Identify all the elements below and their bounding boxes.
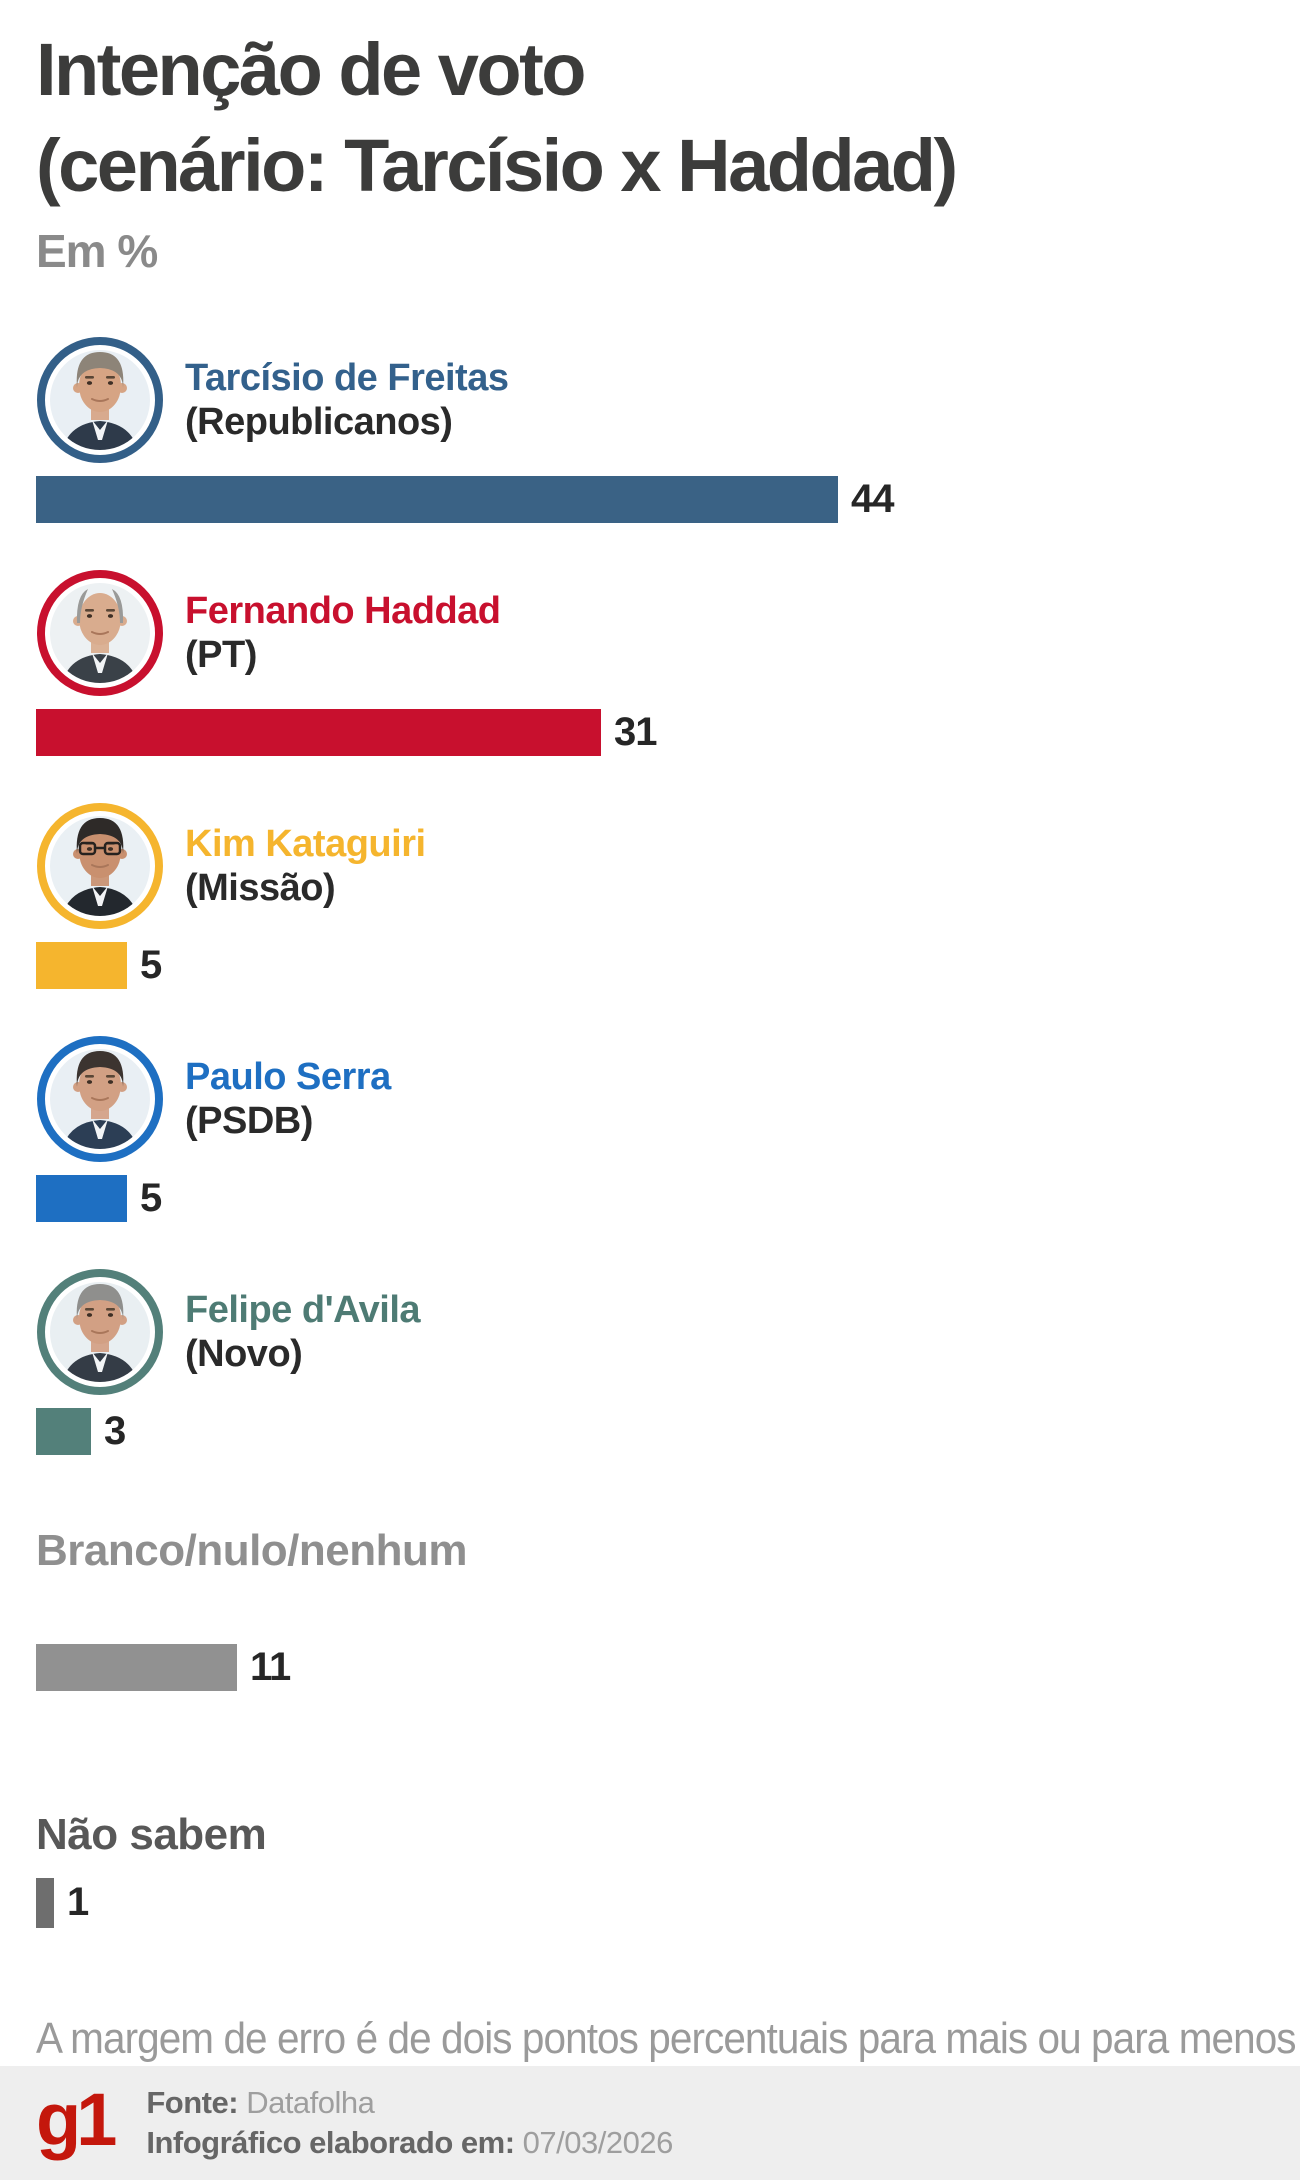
source-value: Datafolha <box>246 2084 375 2120</box>
candidate-photo <box>36 1268 164 1396</box>
bar-value: 5 <box>140 1176 162 1221</box>
candidate-party: (PSDB) <box>185 1100 313 1143</box>
candidate-party: (Novo) <box>185 1333 303 1376</box>
title-line-1: Intenção de voto <box>36 28 586 111</box>
bar-value: 44 <box>851 477 894 522</box>
bar-line: 31 <box>36 709 1300 757</box>
bar <box>36 1644 237 1692</box>
bar-chart: Tarcísio de Freitas (Republicanos) 44 <box>36 336 1300 1928</box>
bar <box>36 942 127 990</box>
title-line-2: (cenário: Tarcísio x Haddad) <box>36 124 958 208</box>
candidate-header: Felipe d'Avila (Novo) <box>36 1268 1300 1396</box>
bar-line: 1 <box>36 1877 1300 1928</box>
source-label: Fonte: <box>146 2084 239 2120</box>
bar <box>36 709 601 757</box>
bar <box>36 1175 127 1223</box>
candidate-party: (Missão) <box>185 867 336 910</box>
candidate-header: Paulo Serra (PSDB) <box>36 1035 1300 1163</box>
bar-value: 11 <box>250 1645 291 1690</box>
candidate-name: Felipe d'Avila <box>185 1288 421 1331</box>
chart-row: Fernando Haddad (PT) 31 <box>36 569 1300 757</box>
candidate-photo <box>36 1035 164 1163</box>
bar-value: 5 <box>140 943 162 988</box>
bar <box>36 476 838 524</box>
chart-row: Branco/nulo/nenhum 11 <box>36 1525 1300 1692</box>
chart-row: Paulo Serra (PSDB) 5 <box>36 1035 1300 1223</box>
bar-line: 5 <box>36 942 1300 990</box>
bar-line: 3 <box>36 1408 1300 1456</box>
g1-logo: g1 <box>36 2078 117 2161</box>
candidate-name: Kim Kataguiri <box>185 822 426 865</box>
candidate-photo <box>36 336 164 464</box>
chart-row: Felipe d'Avila (Novo) 3 <box>36 1268 1300 1456</box>
candidate-party: (PT) <box>185 634 257 677</box>
candidate-name: Tarcísio de Freitas <box>185 356 509 399</box>
bar-value: 1 <box>67 1880 89 1925</box>
category-label: Não sabem <box>36 1810 267 1860</box>
bar-value: 3 <box>104 1409 126 1454</box>
candidate-names: Tarcísio de Freitas (Republicanos) <box>185 356 509 446</box>
footer-band: g1 Fonte: Datafolha Infográfico elaborad… <box>0 2066 1300 2180</box>
candidate-photo <box>36 569 164 697</box>
candidate-names: Felipe d'Avila (Novo) <box>185 1288 421 1378</box>
candidate-names: Fernando Haddad (PT) <box>185 589 501 679</box>
bar-line: 5 <box>36 1175 1300 1223</box>
bar <box>36 1408 91 1456</box>
bar-line: 44 <box>36 476 1300 524</box>
category-label: Branco/nulo/nenhum <box>36 1526 468 1576</box>
margin-of-error-note: A margem de erro é de dois pontos percen… <box>36 2013 1297 2063</box>
chart-row: Não sabem 1 <box>36 1809 1300 1928</box>
chart-row: Kim Kataguiri (Missão) 5 <box>36 802 1300 990</box>
date-value: 07/03/2026 <box>522 2125 674 2160</box>
bar-value: 31 <box>614 710 657 755</box>
candidate-names: Paulo Serra (PSDB) <box>185 1055 391 1145</box>
bar-line: 11 <box>36 1644 1300 1692</box>
candidate-header: Kim Kataguiri (Missão) <box>36 802 1300 930</box>
candidate-names: Kim Kataguiri (Missão) <box>185 822 426 912</box>
candidate-header: Fernando Haddad (PT) <box>36 569 1300 697</box>
candidate-header: Tarcísio de Freitas (Republicanos) <box>36 336 1300 464</box>
candidate-name: Paulo Serra <box>185 1055 391 1098</box>
candidate-photo <box>36 802 164 930</box>
candidate-party: (Republicanos) <box>185 401 453 444</box>
candidate-name: Fernando Haddad <box>185 589 501 632</box>
footer-credits: Fonte: Datafolha Infográfico elaborado e… <box>146 2083 674 2164</box>
bar <box>36 1877 54 1928</box>
unit-label: Em % <box>36 225 158 278</box>
page-title: Intenção de voto (cenário: Tarcísio x Ha… <box>36 22 1300 214</box>
date-label: Infográfico elaborado em: <box>146 2125 515 2160</box>
source-line: Fonte: Datafolha <box>146 2083 672 2123</box>
date-line: Infográfico elaborado em: 07/03/2026 <box>146 2123 674 2163</box>
chart-row: Tarcísio de Freitas (Republicanos) 44 <box>36 336 1300 524</box>
